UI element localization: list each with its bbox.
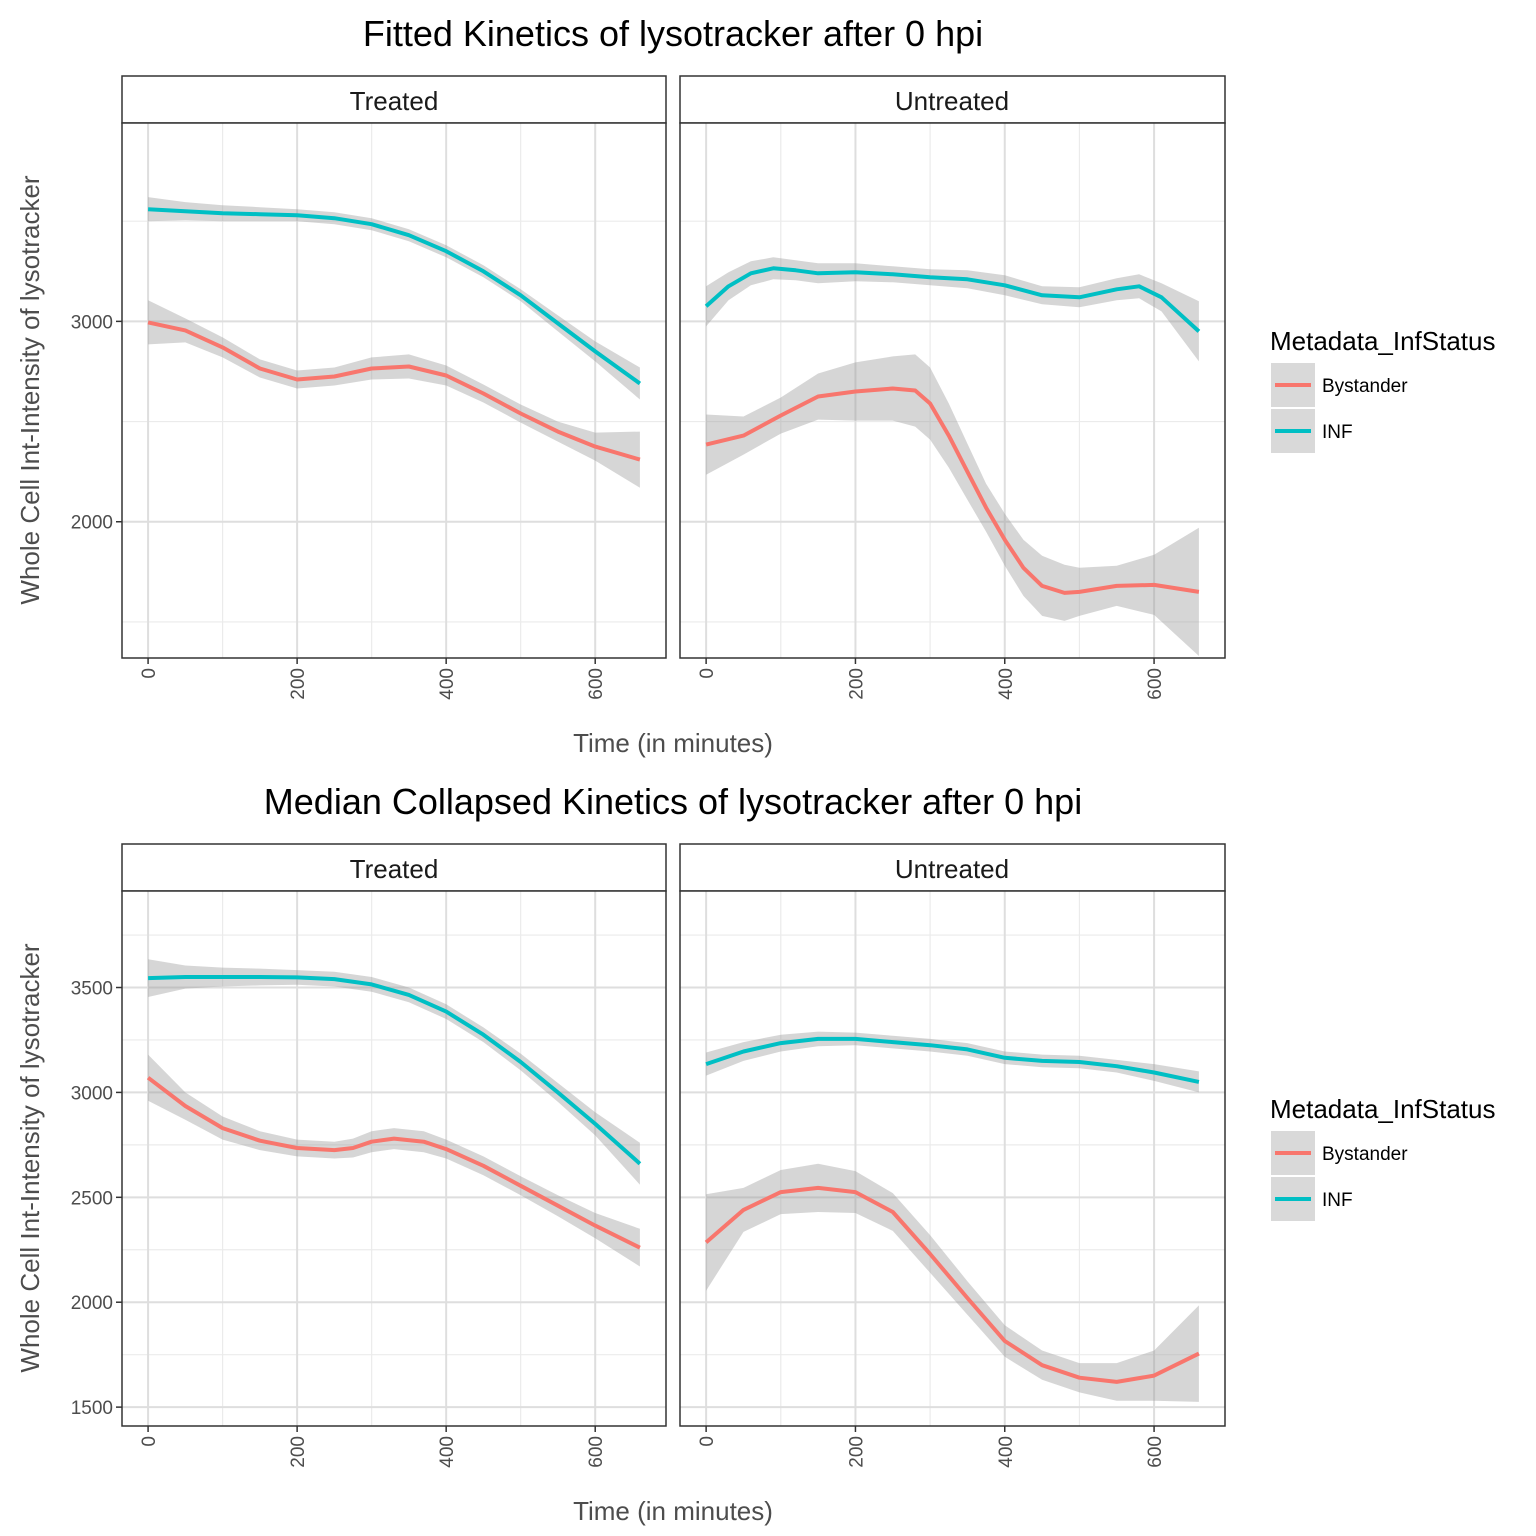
x-tick-label: 600 [586, 668, 607, 700]
strip-untreated [679, 843, 1226, 892]
x-tick-labels-untreated: 0 200 400 600 [697, 658, 1166, 700]
series-line-inf [148, 975, 642, 1166]
strip-label-treated: Treated [350, 86, 439, 116]
x-tick-label: 600 [586, 1436, 607, 1468]
y-tick-labels: 2000 3000 [71, 312, 122, 534]
x-tick-labels-treated: 0 200 400 600 [139, 658, 607, 700]
panel-treated [121, 890, 667, 1427]
y-tick-label: 2000 [71, 1293, 113, 1314]
legend: Metadata_InfStatus Bystander INF [1270, 326, 1495, 453]
strip-treated [121, 843, 667, 892]
strip-label-untreated: Untreated [895, 86, 1009, 116]
y-tick-label: 1500 [71, 1398, 113, 1419]
y-tick-label: 3000 [71, 312, 113, 333]
legend-label-bystander: Bystander [1322, 1144, 1408, 1165]
series-line-bystander [147, 320, 641, 462]
x-axis-title: Time (in minutes) [573, 728, 773, 758]
x-tick-label: 0 [697, 668, 718, 679]
x-tick-label: 0 [139, 668, 160, 679]
x-tick-label: 400 [437, 668, 458, 700]
x-tick-label: 200 [288, 1436, 309, 1468]
panel-untreated [679, 122, 1226, 659]
panel-background [122, 891, 666, 1426]
legend-label-inf: INF [1322, 1190, 1353, 1211]
legend-label-inf: INF [1322, 422, 1353, 443]
x-tick-label: 600 [1145, 668, 1166, 700]
confidence-band-inf [706, 1031, 1199, 1093]
panel-treated [121, 122, 667, 659]
panel-border [679, 122, 1226, 659]
series-line-bystander [705, 386, 1200, 595]
y-tick-label: 3000 [71, 1083, 113, 1104]
x-tick-label: 200 [846, 1436, 867, 1468]
series-line-bystander [146, 1076, 641, 1250]
chart-title: Median Collapsed Kinetics of lysotracker… [264, 781, 1082, 822]
chart-median: Median Collapsed Kinetics of lysotracker… [15, 781, 1495, 1526]
legend-title: Metadata_InfStatus [1270, 326, 1495, 356]
strip-label-treated: Treated [350, 854, 439, 884]
strip-label-untreated: Untreated [895, 854, 1009, 884]
y-axis-title: Whole Cell Int-Intensity of lysotracker [15, 943, 45, 1372]
panel-untreated [679, 890, 1226, 1427]
series-line-bystander [704, 1185, 1200, 1384]
series-line-inf [147, 207, 642, 386]
panel-background [122, 123, 666, 658]
legend: Metadata_InfStatus Bystander INF [1270, 1094, 1495, 1221]
x-tick-label: 0 [139, 1436, 160, 1447]
panel-background [680, 891, 1225, 1426]
panel-border [679, 890, 1226, 1427]
x-tick-labels-untreated: 0 200 400 600 [697, 1426, 1166, 1468]
y-tick-label: 3500 [71, 979, 113, 1000]
chart-fitted: Fitted Kinetics of lysotracker after 0 h… [15, 13, 1495, 758]
series-line-inf [704, 266, 1201, 333]
confidence-band-inf [148, 959, 640, 1185]
confidence-band-inf [148, 197, 640, 400]
legend-title: Metadata_InfStatus [1270, 1094, 1495, 1124]
y-axis-title: Whole Cell Int-Intensity of lysotracker [15, 175, 45, 604]
chart-title: Fitted Kinetics of lysotracker after 0 h… [363, 13, 983, 54]
panel-background [680, 123, 1225, 658]
x-tick-label: 600 [1145, 1436, 1166, 1468]
x-tick-label: 400 [996, 668, 1017, 700]
x-tick-label: 400 [996, 1436, 1017, 1468]
panel-border [121, 890, 667, 1427]
legend-label-bystander: Bystander [1322, 376, 1408, 397]
y-tick-label: 2000 [71, 513, 113, 534]
panel-border [121, 122, 667, 659]
x-tick-label: 0 [697, 1436, 718, 1447]
x-tick-label: 400 [437, 1436, 458, 1468]
y-tick-labels: 1500 2000 2500 3000 3500 [71, 979, 122, 1419]
x-axis-title: Time (in minutes) [573, 1496, 773, 1526]
x-tick-label: 200 [846, 668, 867, 700]
series-line-inf [705, 1036, 1200, 1084]
confidence-band-bystander [706, 354, 1199, 656]
x-tick-label: 200 [288, 668, 309, 700]
y-tick-label: 2500 [71, 1188, 113, 1209]
x-tick-labels-treated: 0 200 400 600 [139, 1426, 607, 1468]
